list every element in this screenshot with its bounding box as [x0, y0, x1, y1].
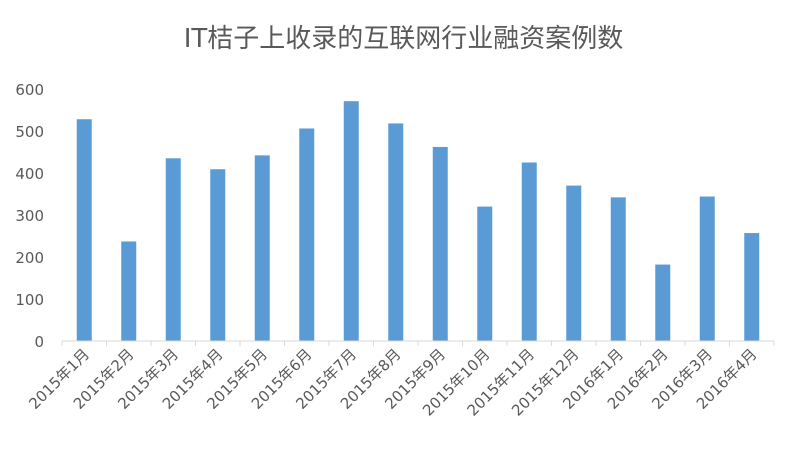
bar [165, 158, 181, 341]
bar [432, 146, 448, 341]
bar [299, 128, 315, 341]
bar [254, 155, 270, 341]
bar [655, 264, 671, 341]
x-axis-labels: 2015年1月2015年2月2015年3月2015年4月2015年5月2015年… [25, 345, 760, 419]
y-tick-label: 600 [15, 81, 44, 99]
x-axis-ticks [61, 341, 775, 346]
bar [388, 123, 404, 341]
y-tick-label: 300 [15, 207, 44, 225]
y-tick-label: 500 [15, 123, 44, 141]
bar [121, 241, 137, 341]
chart-title: IT桔子上收录的互联网行业融资案例数 [183, 24, 624, 54]
bar [210, 169, 226, 341]
y-tick-label: 200 [15, 249, 44, 267]
bar [343, 101, 359, 342]
y-tick-label: 400 [15, 165, 44, 183]
y-tick-label: 0 [34, 333, 44, 351]
bar [744, 233, 760, 341]
bar [699, 196, 715, 341]
bar [477, 206, 493, 341]
y-tick-label: 100 [15, 291, 44, 309]
bar [566, 185, 582, 341]
y-axis-ticks: 0 100 200 300 400 500 600 [15, 81, 44, 351]
bar [610, 197, 626, 341]
bar [76, 119, 92, 342]
bars [76, 101, 760, 342]
bar [521, 162, 537, 341]
